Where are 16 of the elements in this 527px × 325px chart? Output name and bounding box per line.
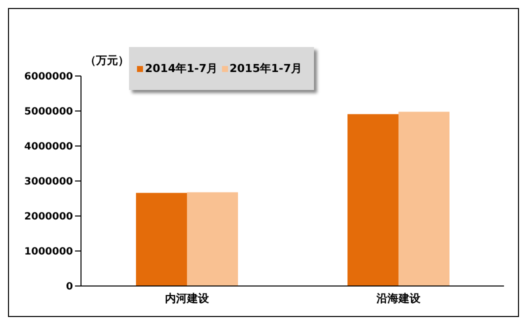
y-tick-label: 2000000 bbox=[24, 212, 74, 223]
x-tick-label: 内河建设 bbox=[164, 292, 210, 305]
legend-label: 2014年1-7月 bbox=[144, 61, 218, 76]
bar bbox=[186, 192, 238, 286]
bar bbox=[398, 112, 450, 286]
x-tick-label: 沿海建设 bbox=[375, 292, 422, 305]
legend-label: 2015年1-7月 bbox=[228, 61, 302, 76]
y-tick-label: 1000000 bbox=[24, 246, 74, 258]
bar bbox=[347, 114, 398, 286]
y-axis-title: （万元） bbox=[85, 54, 129, 67]
y-tick-label: 4000000 bbox=[24, 142, 74, 153]
y-tick-label: 6000000 bbox=[24, 72, 74, 83]
y-tick-label: 3000000 bbox=[24, 176, 74, 188]
bar bbox=[136, 192, 187, 286]
y-tick-label: 0 bbox=[66, 282, 74, 293]
y-tick-label: 5000000 bbox=[24, 106, 74, 118]
